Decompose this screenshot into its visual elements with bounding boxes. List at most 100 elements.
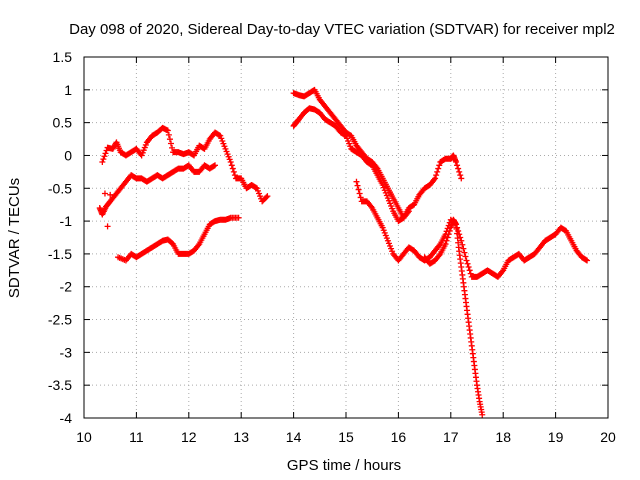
data-point <box>466 267 473 274</box>
data-point <box>460 245 467 252</box>
data-point <box>101 190 108 197</box>
data-point <box>467 270 474 277</box>
data-point <box>464 260 471 267</box>
data-point <box>169 144 176 151</box>
data-point <box>459 241 466 248</box>
data-point <box>436 162 443 169</box>
data-point <box>458 237 465 244</box>
data-point <box>458 175 465 182</box>
y-tick-label: 0.5 <box>53 115 73 131</box>
y-tick-label: -3 <box>60 344 73 360</box>
data-point <box>227 159 234 166</box>
data-point <box>231 172 238 179</box>
data-point <box>165 131 172 138</box>
data-point <box>212 162 218 169</box>
y-tick-label: 1 <box>64 82 72 98</box>
x-tick-label: 11 <box>129 429 144 445</box>
data-point <box>432 175 439 182</box>
data-point <box>446 227 453 234</box>
series-arc-c <box>115 214 242 264</box>
x-tick-label: 12 <box>181 429 197 445</box>
series-arc-g <box>421 216 486 418</box>
data-point <box>101 153 108 160</box>
data-point <box>433 172 440 179</box>
data-point <box>167 140 174 147</box>
data-point <box>462 253 469 260</box>
data-point <box>357 194 364 201</box>
data-point <box>100 156 107 163</box>
data-point <box>235 214 242 221</box>
data-point <box>228 162 235 169</box>
y-tick-label: 0 <box>64 147 72 163</box>
data-point <box>195 242 202 249</box>
series-arc-b <box>96 162 218 218</box>
data-point <box>443 237 450 244</box>
data-point <box>229 165 236 172</box>
data-point <box>405 208 412 215</box>
series-arc-e <box>290 86 412 221</box>
x-tick-label: 13 <box>233 429 249 445</box>
data-point <box>263 194 270 201</box>
data-point <box>461 249 468 256</box>
data-point <box>479 411 486 418</box>
data-point <box>434 168 441 175</box>
data-point <box>404 209 411 216</box>
data-point <box>99 159 106 166</box>
x-tick-label: 15 <box>338 429 354 445</box>
chart-title: Day 098 of 2020, Sidereal Day-to-day VTE… <box>69 21 615 38</box>
data-point <box>499 268 506 275</box>
x-tick-label: 20 <box>600 429 616 445</box>
data-point <box>455 165 462 172</box>
y-tick-label: 1.5 <box>53 49 73 65</box>
data-point <box>355 186 362 193</box>
series-arc-d <box>290 105 465 225</box>
y-tick-label: -2 <box>60 279 73 295</box>
data-point <box>442 241 449 248</box>
series-sparse <box>101 190 114 230</box>
y-tick-label: -1.5 <box>48 246 72 262</box>
data-point <box>435 165 442 172</box>
y-tick-label: -3.5 <box>48 377 72 393</box>
data-points <box>96 86 591 418</box>
x-tick-labels: 10 11 12 13 14 15 16 17 18 19 20 <box>76 429 616 445</box>
x-tick-label: 10 <box>76 429 92 445</box>
data-point <box>252 184 259 191</box>
data-point <box>216 132 223 139</box>
data-point <box>353 178 360 185</box>
data-point <box>444 234 451 241</box>
data-point <box>436 242 443 249</box>
data-point <box>368 203 375 210</box>
data-point <box>584 257 591 264</box>
data-point <box>465 264 472 271</box>
data-point <box>107 191 114 198</box>
plot-frame <box>83 56 609 419</box>
x-tick-label: 16 <box>391 429 407 445</box>
x-tick-label: 19 <box>548 429 564 445</box>
data-point <box>453 159 460 166</box>
data-point <box>210 162 217 169</box>
x-tick-label: 14 <box>286 429 302 445</box>
y-tick-label: -1 <box>60 213 73 229</box>
data-point <box>445 231 452 238</box>
y-tick-label: -0.5 <box>48 180 72 196</box>
y-axis-label: SDTVAR / TECUs <box>6 178 23 298</box>
series-arc-a <box>99 124 271 205</box>
y-tick-label: -4 <box>60 410 73 426</box>
data-point <box>463 257 470 264</box>
data-point <box>373 164 380 171</box>
data-point <box>456 168 463 175</box>
data-point <box>166 136 173 143</box>
data-point <box>230 168 237 175</box>
data-point <box>264 193 271 200</box>
data-point <box>104 223 111 230</box>
data-point <box>457 172 464 179</box>
y-tick-labels: 1.5 1 0.5 0 -0.5 -1 -1.5 -2 -2.5 -3 -3.5 -4 <box>48 49 72 426</box>
data-point <box>164 127 171 134</box>
data-point <box>354 182 361 189</box>
data-point <box>102 150 109 157</box>
x-axis-label: GPS time / hours <box>287 457 401 474</box>
x-tick-label: 18 <box>495 429 511 445</box>
data-point <box>436 252 443 259</box>
